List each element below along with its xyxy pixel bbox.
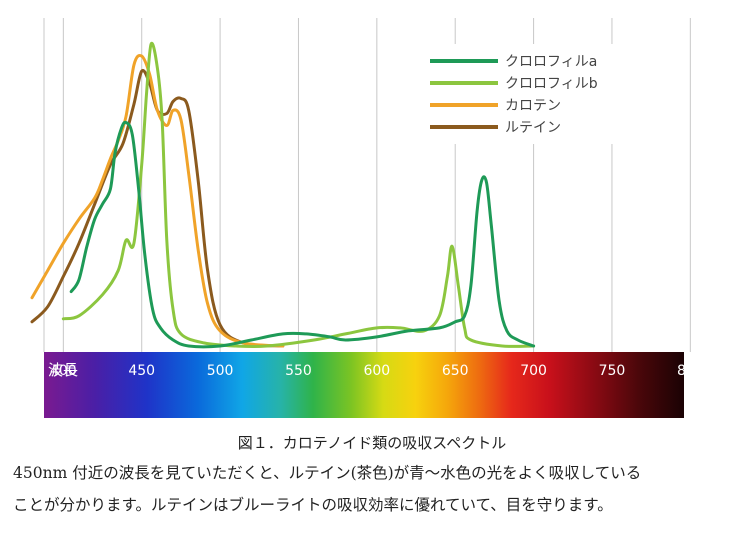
series-line-1 — [69, 120, 536, 349]
series-line-2 — [61, 41, 536, 349]
body-text-line-1: 450nm 付近の波長を見ていただくと、ルテイン(茶色)が青～水色の光をよく吸収… — [13, 464, 642, 482]
absorption-spectrum-chart: 波長 400 450 500 550 600 650 700 750 800 クロロフィルaクロ… — [30, 18, 704, 418]
x-tick-label: 750 — [599, 363, 626, 379]
x-axis-label: 波長 — [48, 361, 78, 379]
x-tick-label: 550 — [285, 363, 312, 379]
x-tick-label: 450 — [128, 363, 155, 379]
x-tick-label: 800 — [677, 363, 704, 379]
legend-label: カロテン — [505, 98, 561, 114]
wavelength-spectrum-bar — [44, 352, 684, 418]
legend-label: クロロフィルb — [505, 76, 598, 92]
body-text-line-2: ことが分かります。ルテインはブルーライトの吸収効率に優れていて、目を守ります。 — [13, 496, 613, 514]
x-tick-labels: 400 450 500 550 600 650 700 750 800 — [50, 363, 704, 379]
figure-caption: 図１．カロテノイド類の吸収スペクトル — [237, 434, 507, 452]
x-tick-label: 650 — [442, 363, 469, 379]
legend-label: クロロフィルa — [505, 54, 597, 70]
series-line-3 — [30, 53, 285, 348]
legend-label: ルテイン — [505, 120, 561, 136]
x-tick-label: 400 — [50, 363, 77, 379]
series-lines — [30, 41, 536, 349]
x-tick-label: 500 — [207, 363, 234, 379]
x-tick-label: 600 — [363, 363, 390, 379]
x-tick-label: 700 — [520, 363, 547, 379]
